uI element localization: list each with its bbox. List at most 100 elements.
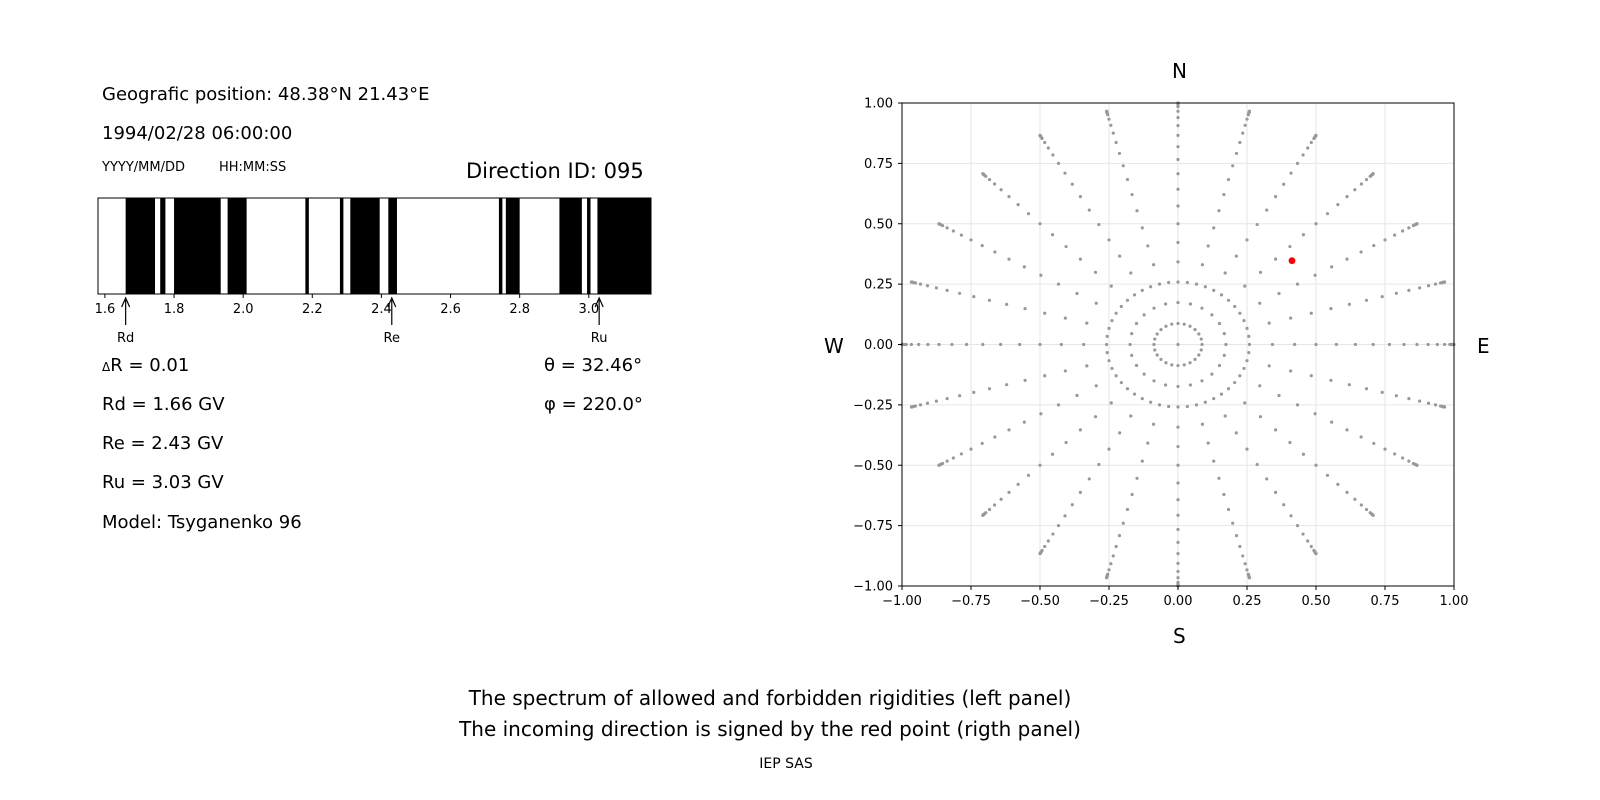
grid-point: [1407, 459, 1411, 463]
grid-point: [1293, 342, 1297, 347]
grid-point: [1039, 273, 1043, 277]
grid-point: [993, 503, 997, 507]
grid-point: [1134, 321, 1139, 326]
grid-point: [1176, 145, 1180, 149]
grid-point: [1176, 569, 1180, 574]
grid-point: [945, 397, 949, 401]
grid-point: [993, 435, 997, 439]
grid-point: [1170, 363, 1174, 367]
grid-point: [1243, 284, 1247, 288]
grid-point: [1146, 441, 1150, 445]
grid-point: [1426, 342, 1430, 347]
scatter-y-tick-label: 0.00: [864, 338, 893, 353]
grid-point: [1022, 265, 1026, 269]
grid-point: [1125, 507, 1130, 512]
grid-point: [1038, 463, 1042, 467]
grid-point: [1134, 363, 1139, 368]
grid-point: [934, 399, 938, 403]
grid-point: [1142, 313, 1146, 317]
grid-point: [1222, 492, 1226, 497]
grid-point: [969, 238, 973, 242]
grid-point: [981, 342, 985, 347]
grid-point: [1163, 302, 1168, 306]
grid-point: [1176, 222, 1180, 226]
scatter-y-tick-label: 0.75: [864, 157, 893, 172]
grid-point: [1093, 415, 1098, 419]
grid-point: [1380, 390, 1384, 394]
grid-point: [1023, 378, 1027, 382]
forbidden-band: [160, 198, 166, 294]
grid-point: [1238, 140, 1242, 145]
grid-point: [958, 291, 962, 295]
grid-point: [1185, 404, 1189, 409]
grid-point: [1194, 403, 1199, 407]
grid-point: [1313, 273, 1317, 277]
grid-point: [1364, 177, 1369, 182]
grid-point: [959, 233, 963, 237]
grid-point: [1380, 295, 1384, 299]
grid-point: [1039, 412, 1043, 416]
forbidden-band: [305, 198, 309, 294]
grid-point: [1094, 384, 1098, 388]
grid-point: [1199, 337, 1203, 341]
grid-point: [1170, 322, 1174, 326]
spectrum-frame: [97, 197, 652, 295]
grid-point: [993, 182, 997, 186]
grid-point: [1056, 524, 1061, 528]
grid-point: [1135, 209, 1139, 213]
grid-point: [1159, 357, 1163, 361]
spectrum-x-tick-label: 3.0: [578, 302, 599, 317]
grid-point: [1233, 304, 1237, 309]
grid-point: [1217, 476, 1221, 480]
grid-point: [1245, 447, 1249, 451]
grid-point: [1247, 342, 1252, 347]
grid-point: [1056, 161, 1061, 165]
theta-value: θ = 32.46°: [544, 355, 643, 376]
grid-point: [1043, 374, 1047, 378]
grid-point: [1200, 379, 1204, 383]
grid-point: [1330, 265, 1334, 269]
caption-line2: The incoming direction is signed by the …: [459, 717, 1081, 741]
grid-point: [1114, 140, 1118, 145]
datetime: 1994/02/28 06:00:00: [102, 123, 293, 144]
marker-arrow-head: [121, 296, 131, 308]
grid-point: [1104, 342, 1109, 347]
grid-point: [1043, 140, 1047, 145]
grid-point: [1247, 575, 1251, 580]
grid-point: [1288, 244, 1292, 249]
forbidden-band: [559, 198, 582, 294]
grid-point: [1063, 369, 1067, 373]
grid-point: [1063, 171, 1067, 175]
grid-point: [1273, 428, 1278, 432]
grid-point: [1200, 306, 1204, 310]
grid-point: [1097, 462, 1101, 467]
grid-point: [964, 342, 969, 347]
grid-point: [1197, 353, 1201, 357]
grid-point: [1022, 420, 1026, 424]
grid-point: [1129, 271, 1133, 275]
grid-point: [1345, 257, 1349, 261]
grid-point: [1222, 353, 1226, 357]
grid-point: [981, 172, 985, 176]
grid-point: [1063, 514, 1067, 518]
scatter-x-tick-label: −0.75: [951, 594, 991, 609]
grid-point: [1114, 311, 1118, 315]
grid-point: [1007, 490, 1011, 494]
grid-point: [1107, 359, 1111, 363]
scatter-y-tick-label: −1.00: [853, 580, 893, 595]
grid-point: [1188, 361, 1192, 365]
grid-point: [1164, 324, 1168, 328]
grid-point: [1149, 400, 1153, 404]
grid-point: [987, 387, 992, 391]
grid-point: [1371, 172, 1375, 176]
grid-point: [1258, 384, 1262, 388]
grid-point: [1217, 209, 1221, 213]
grid-point: [1155, 353, 1159, 357]
grid-point: [1353, 188, 1357, 192]
grid-point: [1426, 284, 1431, 288]
grid-point: [917, 342, 921, 347]
grid-point: [1193, 328, 1197, 332]
grid-point: [1125, 298, 1130, 302]
grid-point: [1325, 473, 1330, 477]
grid-point: [1243, 562, 1247, 566]
